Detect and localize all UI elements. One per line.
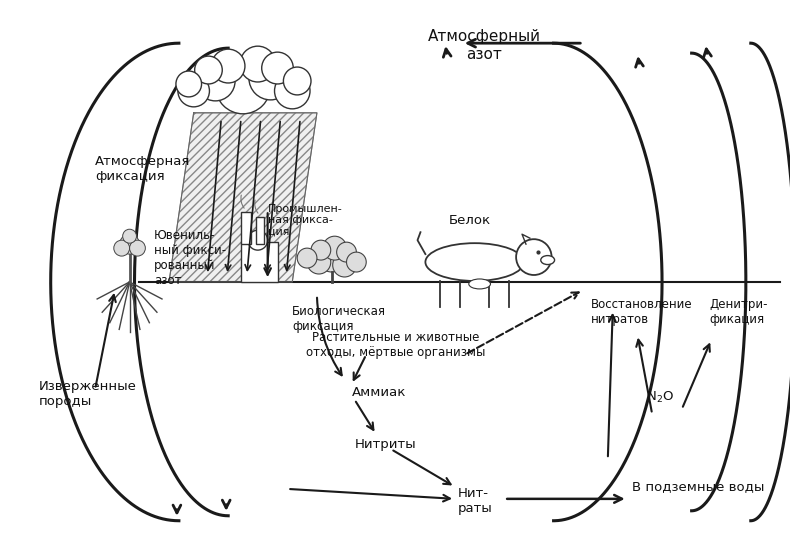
Ellipse shape bbox=[469, 279, 490, 289]
Circle shape bbox=[176, 71, 202, 97]
Text: Восстановление
нитратов: Восстановление нитратов bbox=[591, 298, 693, 326]
Circle shape bbox=[318, 244, 346, 272]
Circle shape bbox=[262, 52, 294, 84]
Text: N$_2$O: N$_2$O bbox=[646, 390, 674, 405]
Circle shape bbox=[114, 240, 130, 256]
Circle shape bbox=[248, 230, 268, 250]
Text: В подземные воды: В подземные воды bbox=[633, 481, 765, 493]
Text: Атмосферный
азот: Атмосферный азот bbox=[428, 29, 541, 61]
Ellipse shape bbox=[426, 243, 524, 281]
Circle shape bbox=[274, 73, 310, 109]
Circle shape bbox=[196, 61, 235, 101]
Circle shape bbox=[323, 236, 346, 260]
Circle shape bbox=[130, 240, 146, 256]
Text: Нит-
раты: Нит- раты bbox=[458, 487, 493, 515]
Text: Нитриты: Нитриты bbox=[354, 438, 416, 450]
Circle shape bbox=[122, 229, 137, 243]
Circle shape bbox=[120, 234, 139, 254]
Circle shape bbox=[311, 240, 330, 260]
Text: Промышлен-
ная фикса-
ция: Промышлен- ная фикса- ция bbox=[268, 204, 342, 237]
Polygon shape bbox=[169, 113, 317, 282]
Circle shape bbox=[249, 56, 292, 100]
Text: Аммиак: Аммиак bbox=[351, 386, 406, 399]
Ellipse shape bbox=[541, 255, 554, 265]
Text: Белок: Белок bbox=[449, 214, 491, 227]
Text: Денитри-
фикация: Денитри- фикация bbox=[710, 298, 768, 326]
Circle shape bbox=[298, 248, 317, 268]
Text: Атмосферная
фиксация: Атмосферная фиксация bbox=[95, 155, 190, 182]
Text: Биологическая
фиксация: Биологическая фиксация bbox=[292, 305, 386, 333]
Bar bbox=[241, 242, 278, 282]
Text: Изверженные
породы: Изверженные породы bbox=[39, 380, 137, 408]
Bar bbox=[241, 212, 251, 244]
Circle shape bbox=[333, 253, 356, 277]
Circle shape bbox=[194, 56, 222, 84]
Text: Растительные и животные
отходы, мёртвые организмы: Растительные и животные отходы, мёртвые … bbox=[306, 330, 486, 358]
Circle shape bbox=[307, 250, 330, 274]
Circle shape bbox=[337, 242, 356, 262]
Circle shape bbox=[346, 252, 366, 272]
Circle shape bbox=[516, 239, 552, 275]
Circle shape bbox=[211, 49, 245, 83]
Circle shape bbox=[283, 67, 311, 95]
Text: Ювениль-
ный фикси-
рованный
азот: Ювениль- ный фикси- рованный азот bbox=[154, 229, 226, 287]
Circle shape bbox=[215, 58, 270, 114]
Circle shape bbox=[240, 46, 275, 82]
Bar bbox=[256, 218, 264, 244]
Circle shape bbox=[178, 75, 210, 107]
